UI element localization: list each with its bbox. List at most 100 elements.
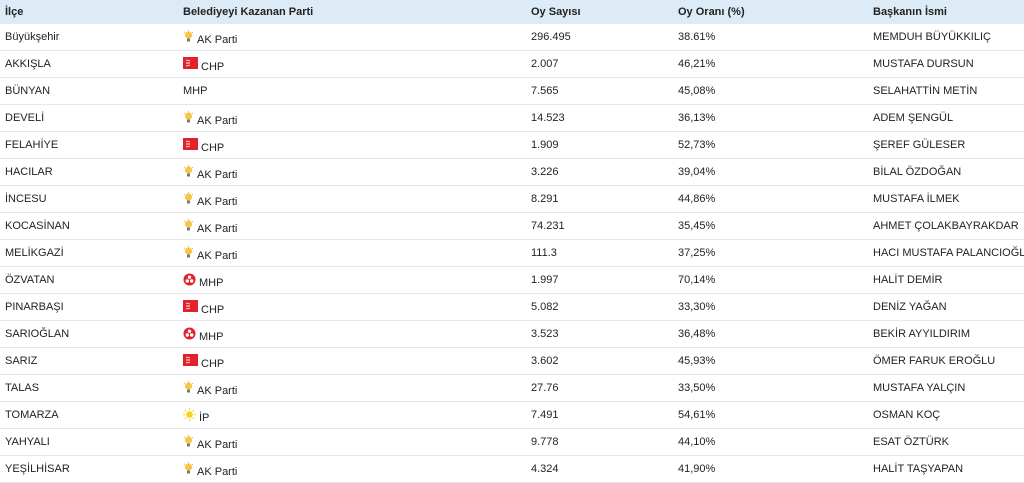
party-name: CHP: [201, 357, 225, 370]
party-name: AK Parti: [197, 114, 238, 127]
column-header: İlçe: [0, 0, 178, 24]
vote-share: 36,13%: [673, 104, 868, 132]
district: HACILAR: [0, 158, 178, 186]
party-logo: [183, 434, 197, 448]
district: ÖZVATAN: [0, 266, 178, 294]
party-cell: MHP: [178, 77, 526, 105]
district: BÜNYAN: [0, 77, 178, 105]
party-cell: AK Parti: [178, 212, 526, 240]
table-row: ÖZVATAN MHP 1.997 70,14% HALİT DEMİR: [0, 266, 1024, 294]
district: TOMARZA: [0, 401, 178, 429]
party-logo: [183, 380, 197, 394]
vote-share: 39,04%: [673, 158, 868, 186]
mayor-name: HACI MUSTAFA PALANCIOĞLU: [868, 239, 1024, 267]
district: MELİKGAZİ: [0, 239, 178, 267]
vote-count: 3.602: [526, 347, 673, 375]
column-header: Oy Oranı (%): [673, 0, 868, 24]
vote-share: 70,14%: [673, 266, 868, 294]
vote-count: 8.291: [526, 185, 673, 213]
party-logo: [183, 191, 197, 205]
party-name: AK Parti: [197, 195, 238, 208]
vote-count: 1.909: [526, 131, 673, 159]
column-header: Belediyeyi Kazanan Parti: [178, 0, 526, 24]
party-name: AK Parti: [197, 168, 238, 181]
vote-share: 52,73%: [673, 131, 868, 159]
party-logo: [183, 273, 199, 286]
district: SARIZ: [0, 347, 178, 375]
mayor-name: AHMET ÇOLAKBAYRAKDAR: [868, 212, 1024, 240]
vote-share: 38.61%: [673, 24, 868, 51]
vote-share: 54,61%: [673, 401, 868, 429]
table-row: SARIOĞLAN MHP 3.523 36,48% BEKİR AYYILDIRIM: [0, 320, 1024, 348]
party-name: MHP: [199, 330, 224, 343]
column-header: Oy Sayısı: [526, 0, 673, 24]
district: YEŞİLHİSAR: [0, 455, 178, 483]
party-cell: AK Parti: [178, 455, 526, 483]
party-logo: [183, 29, 197, 43]
party-name: AK Parti: [197, 222, 238, 235]
vote-share: 44,86%: [673, 185, 868, 213]
vote-share: 45,93%: [673, 347, 868, 375]
vote-count: 296.495: [526, 24, 673, 51]
party-logo: [183, 138, 201, 151]
mayor-name: ESAT ÖZTÜRK: [868, 428, 1024, 456]
table-row: İNCESU AK Parti 8.291 44,86% MUSTAFA İLMEK: [0, 185, 1024, 213]
table-row: BÜNYAN MHP 7.565 45,08% SELAHATTİN METİN: [0, 77, 1024, 105]
party-name: İP: [199, 411, 210, 424]
mayor-name: ÖMER FARUK EROĞLU: [868, 347, 1024, 375]
mayor-name: ADEM ŞENGÜL: [868, 104, 1024, 132]
table-row: SARIZ CHP 3.602 45,93% ÖMER FARUK EROĞLU: [0, 347, 1024, 375]
party-cell: CHP: [178, 347, 526, 375]
party-logo: [183, 245, 197, 259]
party-name: AK Parti: [197, 438, 238, 451]
table-row: TOMARZA İP 7.491 54,61% OSMAN KOÇ: [0, 401, 1024, 429]
party-name: AK Parti: [197, 33, 238, 46]
table-row: MELİKGAZİ AK Parti 111.3 37,25% HACI MUSTAFA…: [0, 239, 1024, 267]
vote-count: 27.76: [526, 374, 673, 402]
party-logo: [183, 354, 201, 367]
vote-count: 5.082: [526, 293, 673, 321]
party-cell: AK Parti: [178, 428, 526, 456]
table-body: Büyükşehir AK Parti 296.495 38.61% MEMDUH BÜ…: [0, 24, 1024, 483]
vote-share: 37,25%: [673, 239, 868, 267]
party-logo: [183, 327, 199, 340]
party-name: CHP: [201, 303, 225, 316]
table-row: YEŞİLHİSAR AK Parti 4.324 41,90% HALİT TAŞYA…: [0, 455, 1024, 483]
party-cell: CHP: [178, 50, 526, 78]
party-cell: İP: [178, 401, 526, 429]
table-row: DEVELİ AK Parti 14.523 36,13% ADEM ŞENGÜL: [0, 104, 1024, 132]
party-name: AK Parti: [197, 384, 238, 397]
mayor-name: OSMAN KOÇ: [868, 401, 1024, 429]
table-row: AKKIŞLA CHP 2.007 46,21% MUSTAFA DURSUN: [0, 50, 1024, 78]
mayor-name: SELAHATTİN METİN: [868, 77, 1024, 105]
mayor-name: MUSTAFA YALÇIN: [868, 374, 1024, 402]
vote-count: 7.565: [526, 77, 673, 105]
district: DEVELİ: [0, 104, 178, 132]
vote-count: 7.491: [526, 401, 673, 429]
party-name: CHP: [201, 141, 225, 154]
vote-share: 41,90%: [673, 455, 868, 483]
district: Büyükşehir: [0, 24, 178, 51]
district: FELAHİYE: [0, 131, 178, 159]
party-logo: [183, 300, 201, 313]
table-row: PINARBAŞI CHP 5.082 33,30% DENİZ YAĞAN: [0, 293, 1024, 321]
table-row: TALAS AK Parti 27.76 33,50% MUSTAFA YALÇIN: [0, 374, 1024, 402]
party-cell: AK Parti: [178, 374, 526, 402]
mayor-name: MUSTAFA DURSUN: [868, 50, 1024, 78]
vote-share: 35,45%: [673, 212, 868, 240]
party-cell: CHP: [178, 293, 526, 321]
party-cell: MHP: [178, 266, 526, 294]
district: İNCESU: [0, 185, 178, 213]
vote-count: 111.3: [526, 239, 673, 267]
vote-count: 74.231: [526, 212, 673, 240]
mayor-name: BEKİR AYYILDIRIM: [868, 320, 1024, 348]
district: YAHYALI: [0, 428, 178, 456]
party-name: MHP: [199, 276, 224, 289]
table-row: Büyükşehir AK Parti 296.495 38.61% MEMDUH BÜ…: [0, 24, 1024, 51]
vote-share: 45,08%: [673, 77, 868, 105]
mayor-name: ŞEREF GÜLESER: [868, 131, 1024, 159]
table-row: FELAHİYE CHP 1.909 52,73% ŞEREF GÜLESER: [0, 131, 1024, 159]
party-cell: AK Parti: [178, 24, 526, 51]
